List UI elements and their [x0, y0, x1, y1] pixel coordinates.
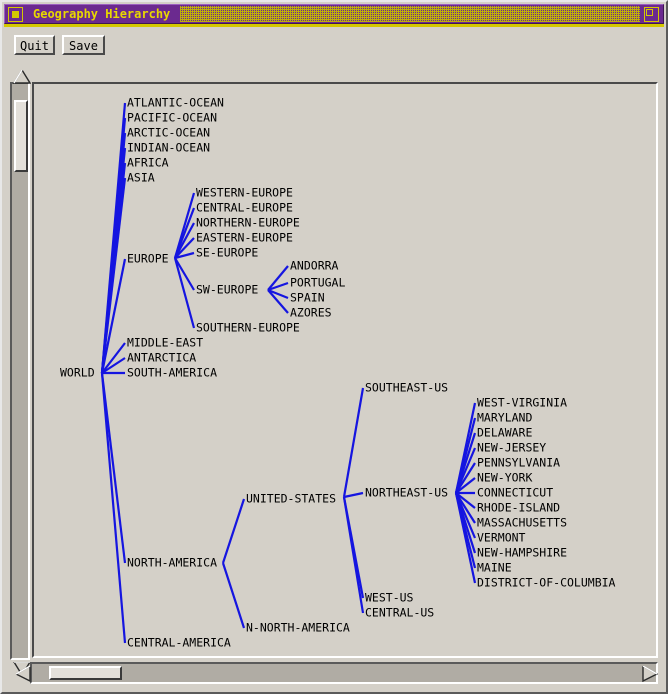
hierarchy-canvas[interactable]: WORLD EUROPE MIDDLE-EAST ANTARCTICA SOUTH-AM…: [32, 82, 658, 658]
tree-edges: [100, 102, 477, 644]
window-menu-icon[interactable]: [8, 6, 23, 22]
tree-node-label[interactable]: SOUTHERN-EUROPE: [196, 321, 300, 335]
tree-node-label[interactable]: NEW-YORK: [477, 471, 532, 485]
tree-edge: [455, 462, 476, 494]
tree-node-label[interactable]: DELAWARE: [477, 426, 532, 440]
tree-node-label[interactable]: SPAIN: [290, 291, 325, 305]
horizontal-scrollbar-thumb[interactable]: [49, 666, 122, 680]
tree-edge: [100, 258, 127, 374]
tree-edge: [221, 498, 246, 564]
tree-node-label[interactable]: VERMONT: [477, 531, 526, 545]
quit-button[interactable]: Quit: [14, 35, 55, 55]
tree-edge: [267, 288, 289, 300]
tree-node-label[interactable]: ANTARCTICA: [127, 351, 196, 365]
tree-edge: [454, 447, 477, 494]
tree-edge: [267, 265, 289, 291]
tree-edge: [174, 257, 195, 291]
window-title: Geography Hierarchy: [33, 7, 171, 21]
tree-node-label[interactable]: AFRICA: [127, 156, 169, 170]
tree-edge: [100, 177, 127, 374]
tree-node-label[interactable]: NORTHERN-EUROPE: [196, 216, 300, 230]
tree-node-label[interactable]: SOUTH-AMERICA: [127, 366, 217, 380]
tree-edge: [174, 237, 195, 259]
tree-edge: [342, 387, 365, 498]
title-bar-underline: [4, 24, 664, 27]
tree-node-label[interactable]: NORTH-AMERICA: [127, 556, 217, 570]
tree-edge: [174, 251, 195, 260]
tree-edge: [101, 357, 126, 374]
tree-node-label[interactable]: MAINE: [477, 561, 512, 575]
tree-node-label[interactable]: WESTERN-EUROPE: [196, 186, 293, 200]
tree-node-label[interactable]: RHODE-ISLAND: [477, 501, 560, 515]
tree-node-label[interactable]: UNITED-STATES: [246, 492, 336, 506]
tree-edge: [100, 372, 127, 644]
tree-node-label[interactable]: AZORES: [290, 306, 332, 320]
tree-edge: [100, 372, 127, 564]
tree-node-label[interactable]: ARCTIC-OCEAN: [127, 126, 210, 140]
tree-node-label[interactable]: PACIFIC-OCEAN: [127, 111, 217, 125]
tree-node-label[interactable]: SOUTHEAST-US: [365, 381, 448, 395]
tree-node-label[interactable]: CENTRAL-US: [365, 606, 434, 620]
tree-edge: [455, 477, 476, 494]
tree-node-label[interactable]: ANDORRA: [290, 259, 339, 273]
scroll-up-arrow-icon[interactable]: [13, 70, 31, 84]
tree-edge: [343, 491, 364, 499]
tree-node-label[interactable]: PORTUGAL: [290, 276, 345, 290]
tree-edge: [267, 289, 289, 314]
tree-node-label[interactable]: WEST-US: [365, 591, 414, 605]
tree-node-label[interactable]: DISTRICT-OF-COLUMBIA: [477, 576, 616, 590]
tree-node-label[interactable]: MASSACHUSETTS: [477, 516, 567, 530]
vertical-scrollbar[interactable]: [10, 70, 31, 676]
tree-nodes: WORLD EUROPE MIDDLE-EASTANTARCTICASOUTH-AM…: [60, 96, 616, 650]
scrolled-window: WORLD EUROPE MIDDLE-EAST ANTARCTICA SOUTH-AM…: [10, 70, 662, 688]
tree-node-label[interactable]: WORLD: [60, 366, 95, 380]
save-button[interactable]: Save: [62, 35, 105, 55]
tree-edge: [267, 281, 289, 292]
tree-node-label[interactable]: MARYLAND: [477, 411, 532, 425]
tree-edge: [173, 257, 196, 329]
hierarchy-tree: WORLD EUROPE MIDDLE-EASTANTARCTICASOUTH-AM…: [60, 96, 616, 650]
maximize-icon[interactable]: [644, 6, 659, 22]
tree-node-label[interactable]: NEW-JERSEY: [477, 441, 546, 455]
title-bar: Geography Hierarchy: [4, 4, 664, 24]
tree-node-label[interactable]: CONNECTICUT: [477, 486, 553, 500]
tree-node-label[interactable]: EASTERN-EUROPE: [196, 231, 293, 245]
vertical-scrollbar-thumb[interactable]: [14, 100, 28, 172]
tree-edge: [342, 496, 365, 614]
tree-node-label[interactable]: SE-EUROPE: [196, 246, 258, 260]
tree-node-label[interactable]: CENTRAL-EUROPE: [196, 201, 293, 215]
tree-node-label[interactable]: WEST-VIRGINIA: [477, 396, 567, 410]
tree-node-label[interactable]: CENTRAL-AMERICA: [127, 636, 231, 650]
tree-edge: [221, 562, 246, 629]
scroll-left-arrow-icon[interactable]: [16, 666, 32, 682]
scroll-right-arrow-icon[interactable]: [642, 666, 658, 682]
tree-edge: [455, 492, 476, 509]
tree-edge: [173, 207, 196, 259]
tree-node-label[interactable]: MIDDLE-EAST: [127, 336, 203, 350]
tree-edge: [454, 492, 477, 584]
tree-node-label[interactable]: PENNSYLVANIA: [477, 456, 560, 470]
horizontal-scrollbar[interactable]: [16, 662, 658, 684]
tree-node-label[interactable]: INDIAN-OCEAN: [127, 141, 210, 155]
tree-node-label[interactable]: EUROPE: [127, 252, 169, 266]
tree-node-label[interactable]: N-NORTH-AMERICA: [246, 621, 350, 635]
toolbar: Quit Save: [4, 28, 664, 64]
tree-edge: [101, 342, 126, 374]
tree-node-label[interactable]: NEW-HAMPSHIRE: [477, 546, 567, 560]
tree-node-label[interactable]: SW-EUROPE: [196, 283, 258, 297]
title-bar-stipple: [180, 6, 640, 22]
tree-node-label[interactable]: ATLANTIC-OCEAN: [127, 96, 224, 110]
tree-node-label[interactable]: NORTHEAST-US: [365, 486, 448, 500]
tree-edge: [174, 222, 195, 259]
tree-node-label[interactable]: ASIA: [127, 171, 155, 185]
